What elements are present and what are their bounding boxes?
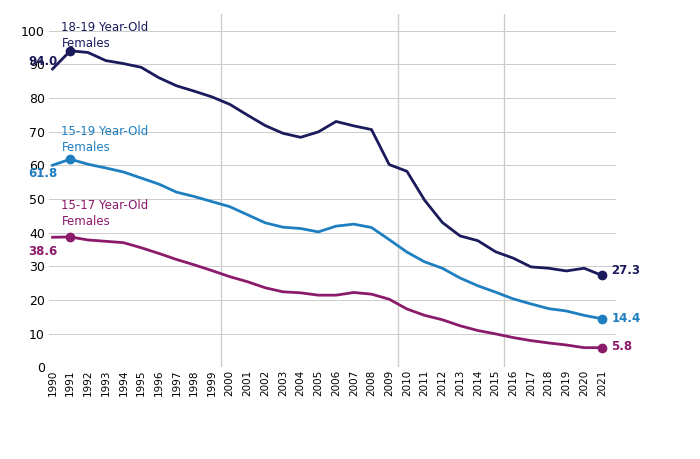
Text: 61.8: 61.8	[29, 167, 58, 180]
Text: 14.4: 14.4	[612, 312, 640, 325]
Text: 38.6: 38.6	[29, 245, 58, 258]
Text: 27.3: 27.3	[612, 264, 640, 277]
Text: 15-17 Year-Old
Females: 15-17 Year-Old Females	[62, 199, 148, 228]
Text: 18-19 Year-Old
Females: 18-19 Year-Old Females	[62, 21, 148, 50]
Text: 94.0: 94.0	[29, 55, 58, 67]
Text: 15-19 Year-Old
Females: 15-19 Year-Old Females	[62, 125, 148, 154]
Text: 5.8: 5.8	[612, 341, 633, 353]
